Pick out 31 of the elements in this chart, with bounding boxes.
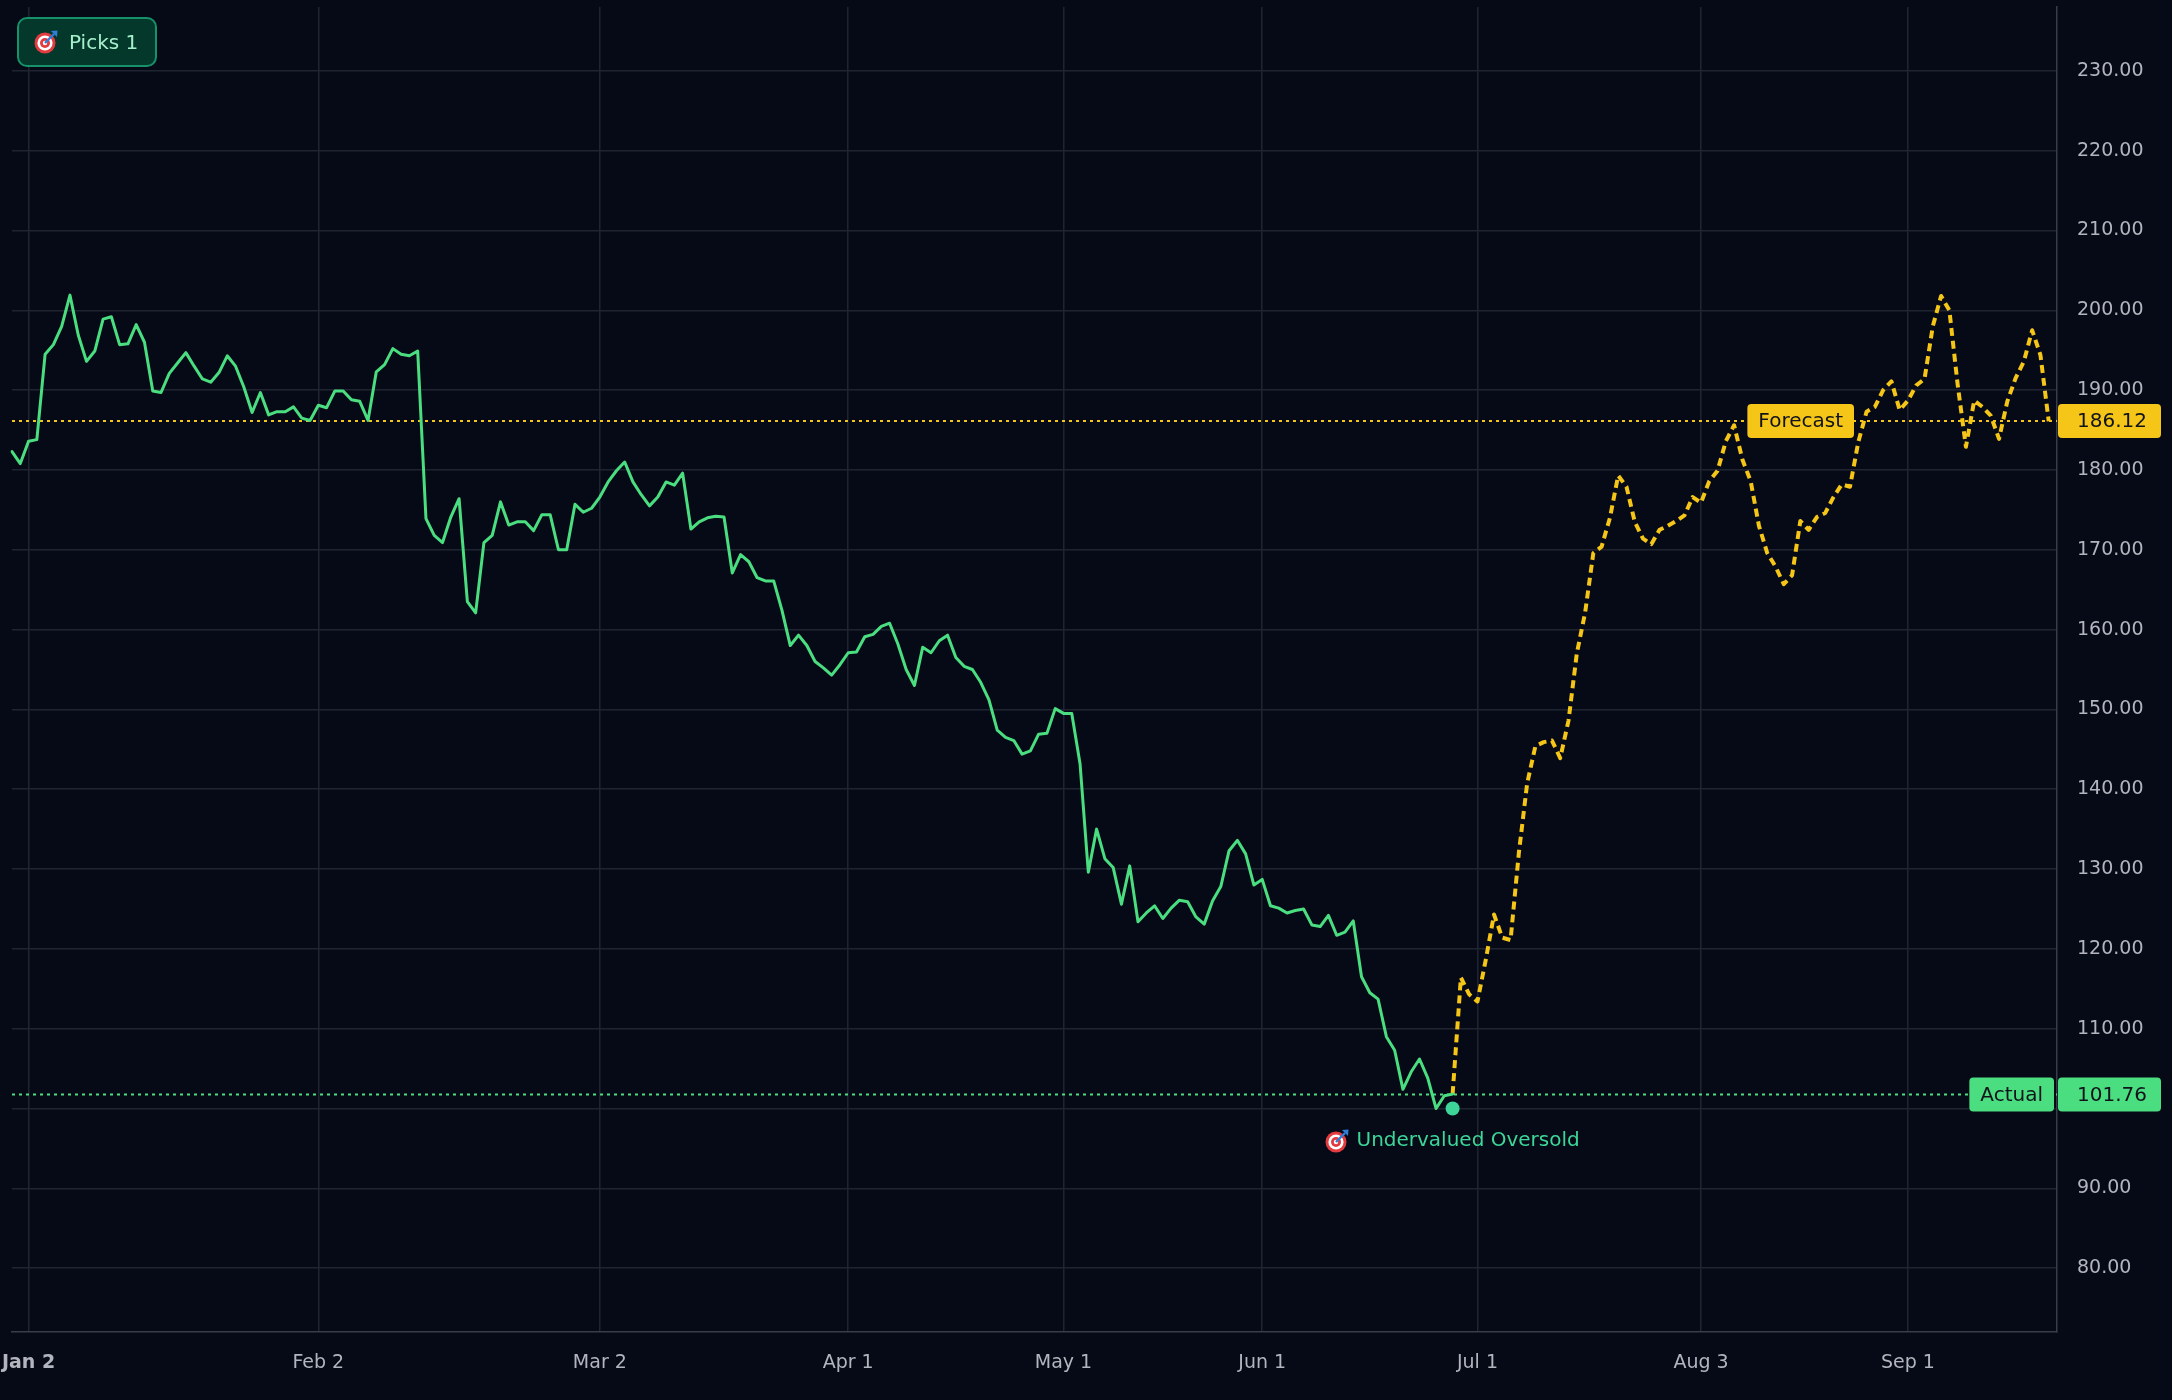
- y-tick-label: 110.00: [2077, 1015, 2144, 1038]
- x-tick-label: Feb 2: [292, 1350, 345, 1373]
- x-tick-label: Sep 1: [1881, 1350, 1935, 1373]
- x-tick-label: Aug 3: [1673, 1350, 1729, 1373]
- y-tick-label: 200.00: [2077, 297, 2144, 320]
- y-tick-label: 140.00: [2077, 776, 2144, 799]
- y-tick-label: 220.00: [2077, 137, 2144, 160]
- series-label: Undervalued Oversold: [1356, 1126, 1580, 1151]
- y-tick-label: 170.00: [2077, 536, 2144, 559]
- badge: Picks 1: [17, 17, 158, 67]
- x-tick-label: Jul 1: [1455, 1350, 1498, 1373]
- x-tick-label: Mar 2: [572, 1350, 627, 1373]
- x-tick-label: Jan 2: [0, 1350, 56, 1373]
- y-tick-label: 80.00: [2077, 1255, 2132, 1278]
- y-tick-label: 180.00: [2077, 456, 2144, 479]
- annotation: Picks 1: [69, 29, 140, 56]
- y-tick-label: 190.00: [2077, 377, 2144, 400]
- y-tick-label: 230.00: [2077, 57, 2144, 80]
- x-tick-label: Jun 1: [1237, 1350, 1287, 1373]
- y-tick-label: 160.00: [2077, 616, 2144, 639]
- y-tick-label: 120.00: [2077, 935, 2144, 958]
- text: 186.12: [2077, 408, 2147, 433]
- y-tick-label: 130.00: [2077, 855, 2144, 878]
- y-tick-label: 150.00: [2077, 696, 2144, 719]
- ref-line-label: Forecast: [1758, 408, 1844, 433]
- ref-line-label: Actual: [1980, 1081, 2043, 1106]
- text: 101.76: [2077, 1081, 2147, 1106]
- y-tick-label: 210.00: [2077, 217, 2144, 240]
- x-tick-label: May 1: [1034, 1350, 1093, 1373]
- y-tick-label: 90.00: [2077, 1175, 2132, 1198]
- x-tick-label: Apr 1: [822, 1350, 874, 1373]
